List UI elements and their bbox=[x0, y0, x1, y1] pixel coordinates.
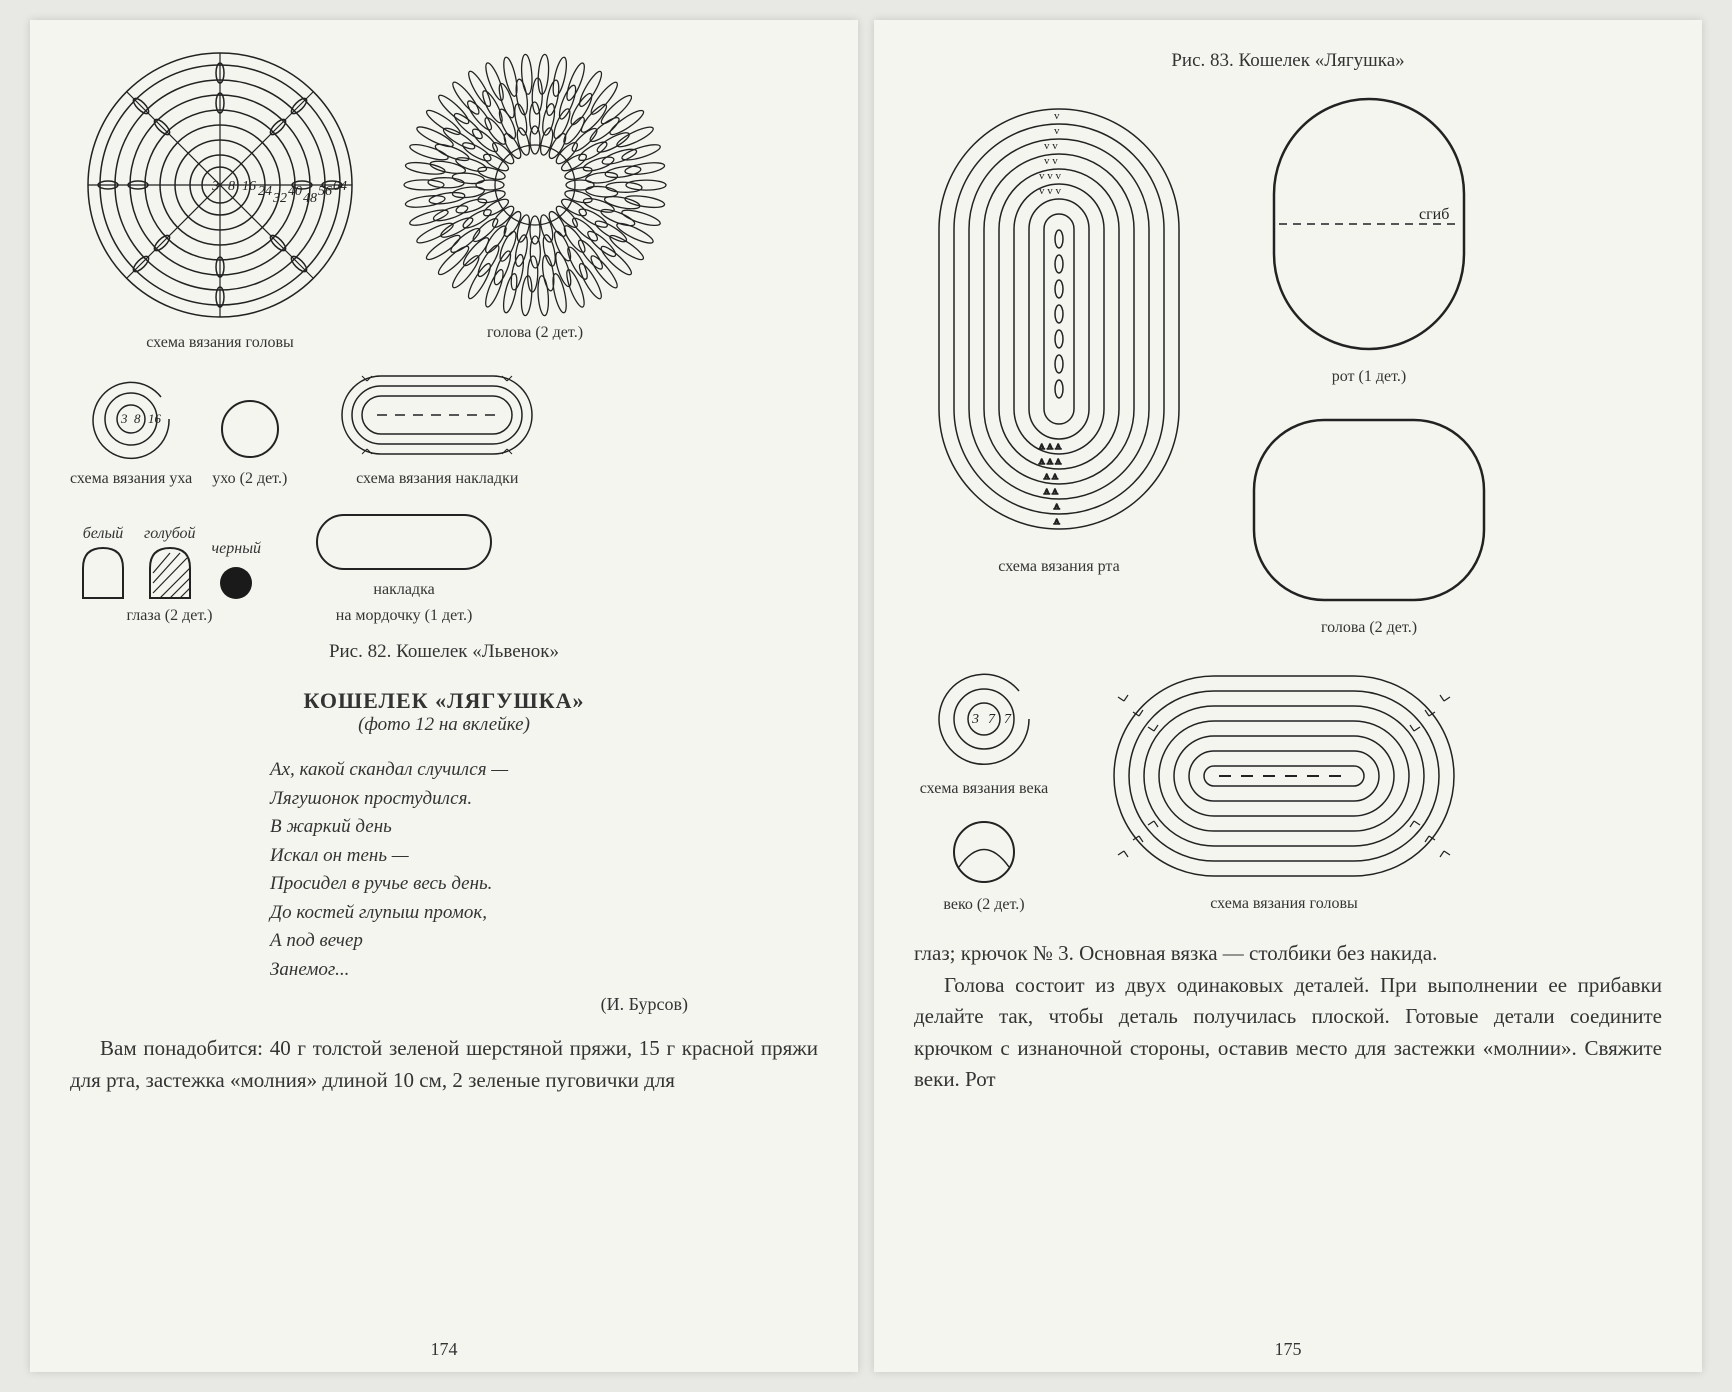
overlay-scheme-block: схема вязания накладки bbox=[327, 366, 547, 492]
eyelid-scheme: 3 7 7 bbox=[914, 661, 1054, 776]
svg-text:v v v: v v v bbox=[1039, 185, 1062, 197]
svg-text:v v: v v bbox=[1044, 140, 1058, 152]
right-shapes-col: сгиб рот (1 дет.) голова (2 дет.) bbox=[1234, 84, 1504, 641]
eyelid-col: 3 7 7 схема вязания века веко (2 дет.) bbox=[914, 661, 1054, 918]
caption-overlay-scheme: схема вязания накладки bbox=[356, 470, 518, 488]
num: 8 bbox=[228, 179, 235, 194]
caption-mouth-scheme: схема вязания рта bbox=[998, 558, 1119, 576]
head-shape bbox=[1234, 405, 1504, 615]
svg-text:ʌ ʌ: ʌ ʌ bbox=[1044, 485, 1058, 497]
body-text-right-2: Голова состоит из двух одинаковых детале… bbox=[914, 970, 1662, 1096]
page-number-left: 174 bbox=[30, 1339, 858, 1360]
right-top-row: v v v v v v v v v v v v ʌ ʌ ʌ ʌ ʌ ʌ ʌ ʌ … bbox=[914, 84, 1662, 641]
svg-text:3: 3 bbox=[971, 712, 979, 727]
caption-overlay1: накладка bbox=[373, 581, 434, 599]
page-174: 3 8 16 24 32 40 48 56 64 схема вязания г… bbox=[30, 20, 858, 1372]
num: 3 bbox=[211, 179, 219, 194]
num: 24 bbox=[258, 184, 272, 199]
label-blue: голубой bbox=[144, 525, 196, 543]
body-text-right-1: глаз; крючок № 3. Основная вязка — столб… bbox=[914, 938, 1662, 970]
svg-text:7: 7 bbox=[988, 712, 996, 727]
overlay-scheme-diagram bbox=[327, 366, 547, 466]
section-subtitle: (фото 12 на вклейке) bbox=[70, 714, 818, 736]
num: 40 bbox=[288, 184, 302, 199]
svg-text:ʌ: ʌ bbox=[1054, 515, 1060, 527]
caption-ear: ухо (2 дет.) bbox=[212, 470, 287, 488]
caption-head: голова (2 дет.) bbox=[487, 324, 583, 342]
mouth-scheme-diagram: v v v v v v v v v v v v ʌ ʌ ʌ ʌ ʌ ʌ ʌ ʌ … bbox=[914, 84, 1204, 554]
poem-author: (И. Бурсов) bbox=[70, 994, 688, 1015]
page-175: Рис. 83. Кошелек «Лягушка» bbox=[874, 20, 1702, 1372]
label-black: черный bbox=[212, 540, 262, 558]
caption-ear-scheme: схема вязания уха bbox=[70, 470, 192, 488]
section-title: КОШЕЛЕК «ЛЯГУШКА» bbox=[70, 688, 818, 714]
svg-text:7: 7 bbox=[1004, 712, 1012, 727]
ear-scheme-block: 3 8 16 схема вязания уха bbox=[70, 371, 192, 492]
svg-text:v: v bbox=[1054, 110, 1060, 122]
mouth-scheme-block: v v v v v v v v v v v v ʌ ʌ ʌ ʌ ʌ ʌ ʌ ʌ … bbox=[914, 84, 1204, 580]
num: 48 bbox=[303, 191, 317, 206]
eyes-block: белый голубой черный bbox=[70, 525, 269, 629]
mouth-shape: сгиб bbox=[1244, 84, 1494, 364]
mane-head-block: голова (2 дет.) bbox=[390, 50, 680, 346]
ear-diagram bbox=[215, 391, 285, 466]
caption-eyelid-scheme: схема вязания века bbox=[920, 780, 1049, 798]
head-scheme2-diagram bbox=[1094, 661, 1474, 891]
head-scheme-block: 3 8 16 24 32 40 48 56 64 схема вязания г… bbox=[70, 50, 370, 356]
right-bottom-row: 3 7 7 схема вязания века веко (2 дет.) bbox=[914, 661, 1662, 918]
svg-text:ʌ ʌ: ʌ ʌ bbox=[1044, 470, 1058, 482]
svg-text:3: 3 bbox=[120, 411, 128, 426]
num: 56 bbox=[318, 184, 332, 199]
svg-text:v v: v v bbox=[1044, 155, 1058, 167]
overlay-shape bbox=[309, 507, 499, 577]
caption-eyelid: веко (2 дет.) bbox=[943, 896, 1024, 914]
svg-text:сгиб: сгиб bbox=[1419, 206, 1449, 223]
caption-mouth: рот (1 дет.) bbox=[1332, 368, 1406, 386]
head-scheme2-block: схема вязания головы bbox=[1094, 661, 1474, 917]
caption-head-scheme: схема вязания головы bbox=[146, 334, 294, 352]
svg-text:ʌ ʌ ʌ: ʌ ʌ ʌ bbox=[1039, 455, 1062, 467]
third-row: белый голубой черный bbox=[70, 507, 818, 629]
eyelid-shape bbox=[944, 812, 1024, 892]
num: 16 bbox=[242, 179, 256, 194]
svg-text:v v v: v v v bbox=[1039, 170, 1062, 182]
label-white: белый bbox=[83, 525, 124, 543]
poem: Ах, какой скандал случился — Лягушонок п… bbox=[270, 756, 818, 984]
caption-head-scheme2: схема вязания головы bbox=[1210, 895, 1358, 913]
figure-82-title: Рис. 82. Кошелек «Львенок» bbox=[70, 641, 818, 663]
overlay-block: накладка на мордочку (1 дет.) bbox=[309, 507, 499, 629]
second-row: 3 8 16 схема вязания уха ухо (2 дет.) bbox=[70, 366, 818, 492]
head-scheme-diagram: 3 8 16 24 32 40 48 56 64 bbox=[70, 50, 370, 330]
caption-head2: голова (2 дет.) bbox=[1321, 619, 1417, 637]
page-number-right: 175 bbox=[874, 1339, 1702, 1360]
svg-text:ʌ ʌ ʌ: ʌ ʌ ʌ bbox=[1039, 440, 1062, 452]
body-text-left: Вам понадобится: 40 г толстой зеленой ше… bbox=[70, 1033, 818, 1096]
svg-text:16: 16 bbox=[148, 411, 162, 426]
ear-block: ухо (2 дет.) bbox=[212, 391, 287, 492]
num: 64 bbox=[333, 179, 347, 194]
caption-overlay2: на мордочку (1 дет.) bbox=[336, 607, 473, 625]
caption-eyes: глаза (2 дет.) bbox=[127, 607, 213, 625]
svg-text:ʌ: ʌ bbox=[1054, 500, 1060, 512]
mane-head-diagram bbox=[390, 50, 680, 320]
top-diagram-row: 3 8 16 24 32 40 48 56 64 схема вязания г… bbox=[70, 50, 818, 356]
ear-scheme-diagram: 3 8 16 bbox=[76, 371, 186, 466]
figure-83-title: Рис. 83. Кошелек «Лягушка» bbox=[914, 50, 1662, 72]
svg-text:v: v bbox=[1054, 125, 1060, 137]
num: 32 bbox=[272, 191, 287, 206]
svg-text:8: 8 bbox=[134, 411, 141, 426]
